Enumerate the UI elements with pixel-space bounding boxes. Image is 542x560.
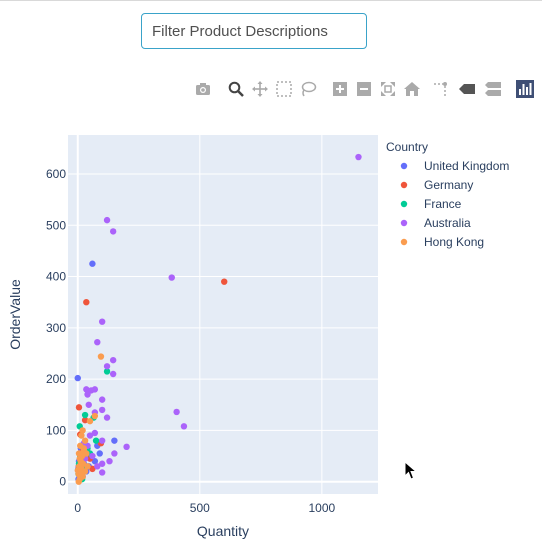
data-point bbox=[92, 437, 100, 444]
data-point bbox=[74, 467, 81, 474]
legend-marker bbox=[400, 219, 408, 227]
y-tick-label: 200 bbox=[46, 372, 66, 386]
y-tick-label: 400 bbox=[46, 270, 66, 284]
data-point bbox=[81, 416, 89, 424]
data-point bbox=[80, 445, 88, 452]
data-point bbox=[86, 417, 94, 425]
data-point bbox=[168, 274, 175, 281]
data-point bbox=[98, 437, 106, 444]
data-point bbox=[81, 437, 89, 444]
data-point bbox=[83, 450, 90, 457]
data-point bbox=[103, 414, 111, 421]
data-point bbox=[109, 228, 117, 235]
hover-closest-icon[interactable] bbox=[458, 80, 476, 98]
data-point bbox=[98, 396, 106, 403]
autoscale-icon[interactable] bbox=[379, 80, 397, 98]
data-point bbox=[94, 338, 101, 346]
top-divider bbox=[0, 0, 542, 1]
data-point bbox=[85, 401, 92, 408]
x-tick-label: 500 bbox=[190, 501, 210, 515]
legend-item-label: Hong Kong bbox=[424, 235, 484, 249]
spike-lines-icon[interactable] bbox=[432, 80, 450, 98]
data-point bbox=[111, 450, 118, 457]
camera-icon[interactable] bbox=[194, 80, 212, 98]
zoom-icon[interactable] bbox=[227, 80, 245, 98]
hover-compare-icon[interactable] bbox=[484, 80, 502, 98]
zoom-out-icon[interactable] bbox=[355, 80, 373, 98]
legend-item-label: United Kingdom bbox=[424, 159, 509, 173]
data-point bbox=[77, 472, 84, 479]
data-point bbox=[173, 408, 180, 416]
data-point bbox=[103, 368, 111, 375]
data-point bbox=[83, 386, 90, 393]
data-point bbox=[84, 391, 91, 398]
legend-item-label: France bbox=[424, 197, 462, 211]
data-point bbox=[75, 404, 83, 411]
data-point bbox=[91, 429, 99, 437]
mouse-cursor-icon bbox=[404, 461, 418, 480]
legend-marker bbox=[400, 181, 408, 189]
pan-icon[interactable] bbox=[251, 80, 269, 98]
data-point bbox=[89, 452, 96, 460]
data-point bbox=[111, 437, 118, 444]
data-point bbox=[221, 278, 228, 285]
data-point bbox=[109, 356, 117, 364]
y-tick-label: 600 bbox=[46, 167, 66, 181]
data-point bbox=[96, 450, 103, 457]
lasso-select-icon[interactable] bbox=[299, 80, 317, 98]
data-point bbox=[78, 432, 85, 439]
data-point bbox=[97, 353, 105, 360]
legend-marker bbox=[400, 200, 408, 208]
data-point bbox=[98, 460, 106, 467]
data-point bbox=[83, 298, 90, 306]
data-point bbox=[75, 478, 82, 485]
plotly-logo-icon[interactable] bbox=[516, 80, 534, 98]
data-point bbox=[98, 469, 106, 476]
data-point bbox=[91, 457, 99, 465]
data-point bbox=[89, 260, 96, 267]
data-point bbox=[74, 374, 81, 382]
data-point bbox=[180, 423, 188, 430]
data-point bbox=[106, 457, 113, 465]
data-point bbox=[84, 463, 91, 470]
y-axis-title: OrderValue bbox=[7, 279, 23, 350]
legend-marker bbox=[400, 162, 408, 170]
x-tick-label: 0 bbox=[74, 501, 81, 515]
filter-product-descriptions-input[interactable] bbox=[141, 13, 367, 49]
box-select-icon[interactable] bbox=[275, 80, 293, 98]
data-point bbox=[79, 427, 86, 434]
y-tick-label: 100 bbox=[46, 423, 66, 437]
legend-title: Country bbox=[386, 140, 428, 154]
y-tick-label: 0 bbox=[59, 475, 66, 489]
data-point bbox=[103, 363, 111, 370]
legend-item-label: Australia bbox=[424, 216, 471, 230]
data-point bbox=[123, 443, 130, 451]
legend-marker bbox=[400, 238, 408, 246]
x-tick-label: 1000 bbox=[309, 501, 336, 515]
y-tick-label: 300 bbox=[46, 321, 66, 335]
data-point bbox=[109, 370, 117, 378]
data-point bbox=[98, 406, 106, 414]
data-point bbox=[81, 468, 89, 475]
x-axis-title: Quantity bbox=[197, 523, 249, 539]
data-point bbox=[91, 412, 99, 420]
y-tick-label: 500 bbox=[46, 218, 66, 232]
data-point bbox=[86, 432, 94, 439]
plot-area bbox=[68, 135, 378, 494]
data-point bbox=[94, 463, 101, 470]
data-point bbox=[98, 318, 106, 325]
legend-item-label: Germany bbox=[424, 178, 473, 192]
data-point bbox=[103, 216, 111, 224]
data-point bbox=[355, 153, 362, 161]
data-point bbox=[89, 465, 96, 473]
zoom-in-icon[interactable] bbox=[331, 80, 349, 98]
reset-axes-icon[interactable] bbox=[403, 80, 421, 98]
data-point bbox=[91, 386, 99, 393]
data-point bbox=[81, 411, 89, 419]
